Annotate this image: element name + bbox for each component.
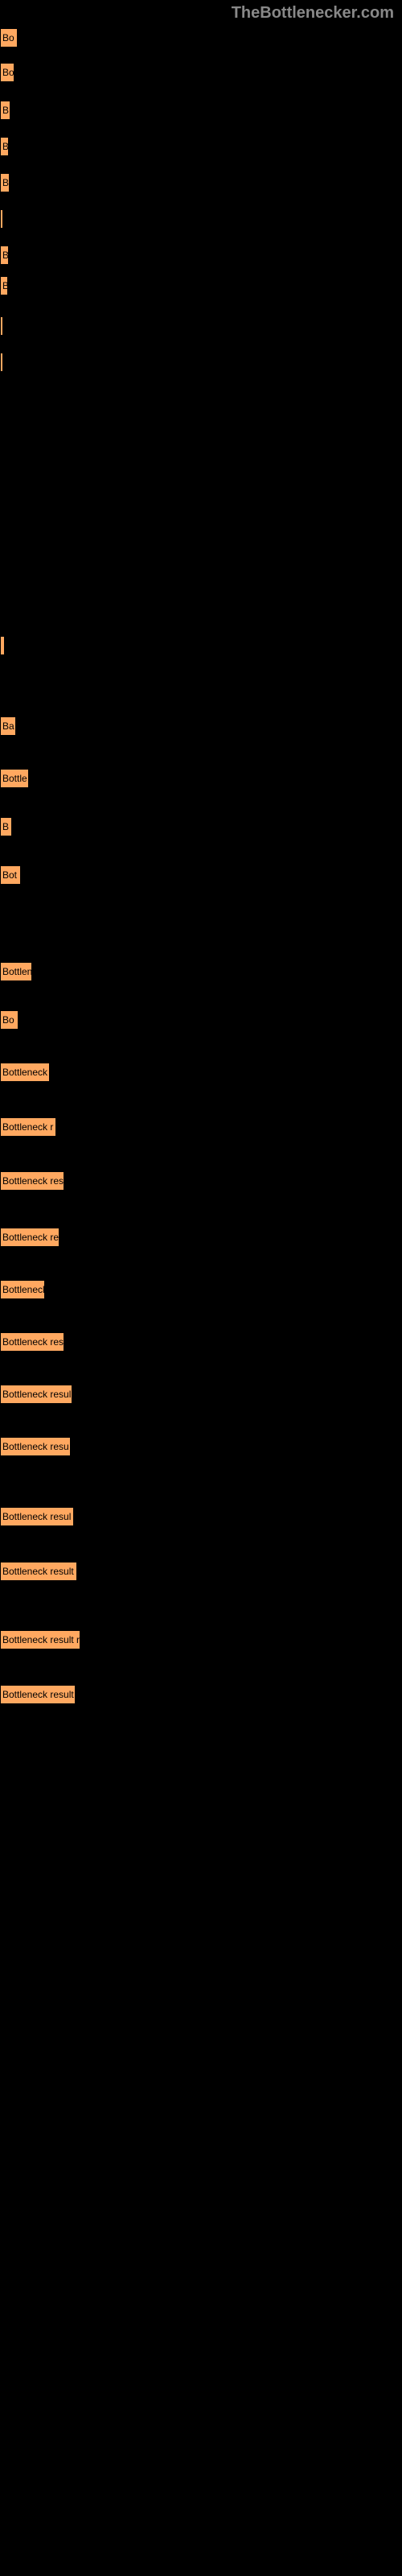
bar-label: B <box>2 280 8 291</box>
bar: Bottleneck resul <box>0 1507 74 1526</box>
bar: Bot <box>0 865 21 885</box>
bar <box>0 209 3 229</box>
bar-label: Bottleneck result <box>2 1566 74 1577</box>
bar-row <box>0 353 3 372</box>
bar-row: B <box>0 173 10 192</box>
bar: B <box>0 173 10 192</box>
bar: Bottleneck result r <box>0 1630 80 1649</box>
bar-row: B <box>0 817 12 836</box>
bar <box>0 636 5 655</box>
bar <box>0 316 3 336</box>
bar-row <box>0 316 3 336</box>
bar-label: Bottleneck <box>2 1067 47 1078</box>
bar-row: Bottleneck result <box>0 1562 77 1581</box>
bar-row: Bottleneck res <box>0 1332 64 1352</box>
chart-container: TheBottlenecker.com Bo Bo B B B B B Ba Bottle B Bo… <box>0 0 402 2576</box>
bar: B <box>0 246 9 265</box>
bar-row: Bottleneck result r <box>0 1630 80 1649</box>
bar-row: Bottleneck res <box>0 1171 64 1191</box>
bar-label: B <box>2 105 9 116</box>
bar: B <box>0 137 9 156</box>
bar: Bottleneck re <box>0 1228 59 1247</box>
bar-label: Bot <box>2 869 17 881</box>
bar-row: Bottleneck re <box>0 1228 59 1247</box>
bar-row: Bottle <box>0 769 29 788</box>
bar: Bo <box>0 63 14 82</box>
bar: Bottleneck <box>0 1280 45 1299</box>
bar: B <box>0 817 12 836</box>
bar-label: Bottleneck result r <box>2 1634 80 1645</box>
bar-label: Bottleneck r <box>2 1121 53 1133</box>
bar-label: Bottleneck resu <box>2 1441 69 1452</box>
bar-row: Bottleneck resul <box>0 1507 74 1526</box>
bar-row: Bottlen <box>0 962 32 981</box>
bar-row: Bot <box>0 865 21 885</box>
bar: Bottleneck result <box>0 1685 76 1704</box>
bar: Bottleneck <box>0 1063 50 1082</box>
bar: Ba <box>0 716 16 736</box>
bar-row: B <box>0 101 10 120</box>
bar-row: Bottleneck resul <box>0 1385 72 1404</box>
bar-row: Bo <box>0 1010 18 1030</box>
bar-label: Bottleneck re <box>2 1232 59 1243</box>
bar-row: Bottleneck r <box>0 1117 56 1137</box>
bar-label: B <box>2 821 9 832</box>
bar: Bo <box>0 1010 18 1030</box>
bar-label: Bo <box>2 32 14 43</box>
bar-row: Bottleneck result <box>0 1685 76 1704</box>
bar: B <box>0 101 10 120</box>
watermark-text: TheBottlenecker.com <box>232 4 394 23</box>
bar-label: Bottleneck result <box>2 1689 74 1700</box>
bar-label: Bo <box>2 1014 14 1026</box>
bar-row: Bo <box>0 28 18 47</box>
bar: Bottleneck result <box>0 1562 77 1581</box>
bar-row: Bottleneck <box>0 1280 45 1299</box>
bar-row: B <box>0 246 9 265</box>
bar: Bottleneck resul <box>0 1385 72 1404</box>
bar: Bottleneck r <box>0 1117 56 1137</box>
bar-label: Bottleneck resul <box>2 1389 71 1400</box>
bar-label: Bottleneck res <box>2 1336 64 1348</box>
bar-label: Bottleneck res <box>2 1175 64 1187</box>
bar-label: Bottleneck <box>2 1284 45 1295</box>
bar: Bottleneck resu <box>0 1437 71 1456</box>
bar: B <box>0 276 8 295</box>
bar-row: Ba <box>0 716 16 736</box>
bar-row: B <box>0 137 9 156</box>
bar: Bottleneck res <box>0 1332 64 1352</box>
bar: Bo <box>0 28 18 47</box>
bar-label: Bottlen <box>2 966 32 977</box>
bar-label: Ba <box>2 720 14 732</box>
bar-row: B <box>0 276 8 295</box>
bar: Bottle <box>0 769 29 788</box>
bar <box>0 353 3 372</box>
bar-row <box>0 636 5 655</box>
bar-row: Bottleneck resu <box>0 1437 71 1456</box>
bar-row: Bo <box>0 63 14 82</box>
bar-label: B <box>2 177 9 188</box>
bar-label: Bottle <box>2 773 27 784</box>
bar-label: Bo <box>2 67 14 78</box>
bar-label: B <box>2 141 9 152</box>
bar-label: Bottleneck resul <box>2 1511 71 1522</box>
bar-label: B <box>2 250 9 261</box>
bar: Bottleneck res <box>0 1171 64 1191</box>
bar: Bottlen <box>0 962 32 981</box>
bar-row <box>0 209 3 229</box>
bar-row: Bottleneck <box>0 1063 50 1082</box>
